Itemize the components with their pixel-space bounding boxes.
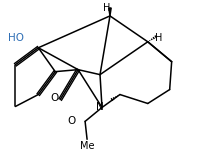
- Text: HO: HO: [8, 33, 24, 43]
- Text: H: H: [154, 33, 161, 43]
- Polygon shape: [108, 8, 111, 16]
- Text: O: O: [67, 116, 75, 126]
- Text: O: O: [50, 93, 58, 103]
- Text: Me: Me: [80, 141, 94, 151]
- Text: N: N: [96, 102, 103, 112]
- Text: H: H: [103, 3, 110, 13]
